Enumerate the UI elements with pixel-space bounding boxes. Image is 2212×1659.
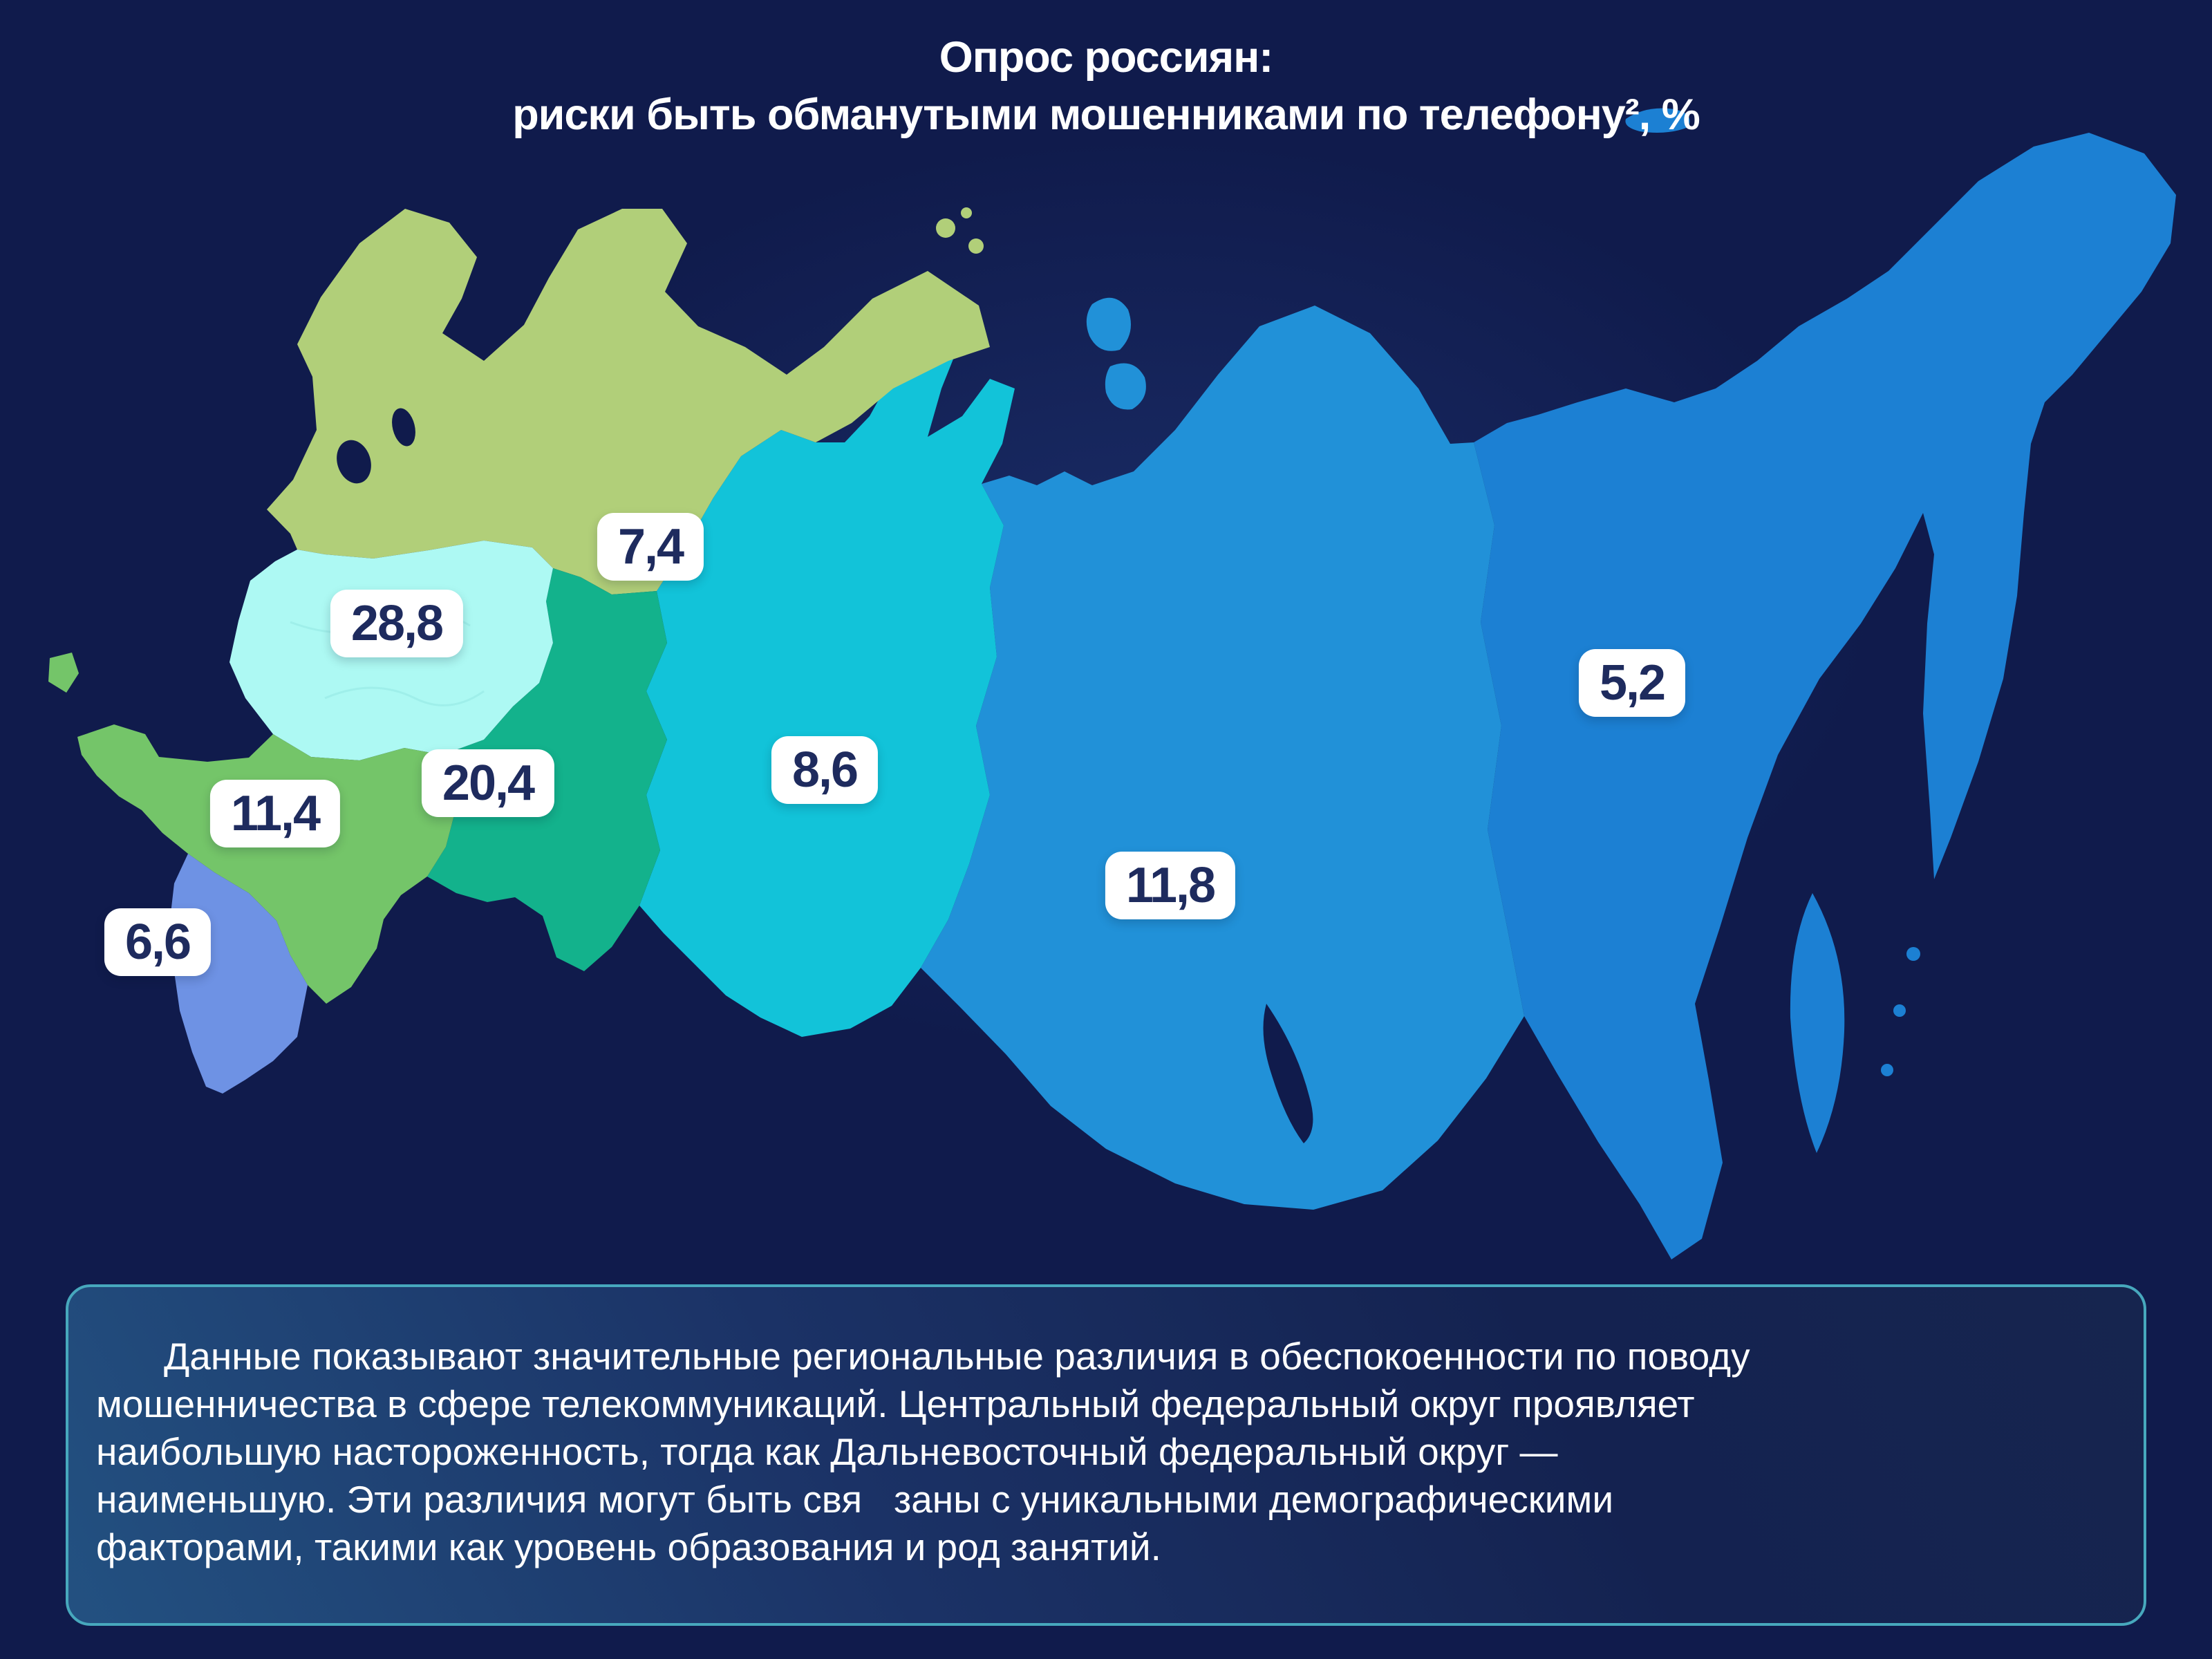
- region-northwestern: [267, 209, 990, 594]
- value-label-siberian: 11,8: [1105, 852, 1236, 919]
- value-label-north-caucasian: 6,6: [104, 908, 212, 976]
- value-label-southern: 11,4: [209, 780, 341, 847]
- summary-line-5: факторами, такими как уровень образовани…: [96, 1526, 1161, 1568]
- value-label-volga: 20,4: [421, 749, 555, 817]
- island-severnaya-zemlya-1: [1086, 297, 1131, 351]
- page-title-line-1: Опрос россиян:: [939, 33, 1273, 82]
- island-kurils-3: [1881, 1064, 1893, 1076]
- island-severnaya-zemlya-2: [1105, 363, 1146, 410]
- page-title-line-2: риски быть обманутыми мошенниками по тел…: [512, 91, 1700, 139]
- island-wrangel: [1625, 108, 1690, 133]
- summary-line-2: мошенничества в сфере телекоммуникаций. …: [96, 1382, 1695, 1425]
- summary-line-3: наибольшую настороженность, тогда как Да…: [96, 1430, 1558, 1473]
- page-title: Опрос россиян: риски быть обманутыми мош…: [0, 29, 2212, 144]
- value-label-central: 28,8: [330, 590, 464, 657]
- region-siberian: [921, 306, 1524, 1210]
- island-franz-josef-2: [968, 238, 984, 254]
- value-label-northwestern: 7,4: [597, 513, 704, 581]
- lake-onega: [392, 408, 415, 447]
- value-label-far-eastern: 5,2: [1578, 649, 1686, 717]
- island-sakhalin: [1790, 893, 1845, 1153]
- lake-ladoga: [337, 440, 371, 484]
- region-southern: [77, 724, 458, 1004]
- summary-note-box: Данные показывают значительные региональ…: [66, 1284, 2146, 1626]
- island-kurils-1: [1906, 947, 1920, 961]
- summary-line-1: Данные показывают значительные региональ…: [164, 1335, 1750, 1378]
- lake-baikal: [1263, 1004, 1313, 1143]
- island-kurils-2: [1893, 1004, 1906, 1017]
- island-franz-josef-3: [961, 207, 972, 218]
- value-label-ural: 8,6: [771, 736, 879, 804]
- region-ural: [639, 312, 1015, 1037]
- region-far-eastern: [1474, 133, 2176, 1259]
- region-kaliningrad: [48, 653, 79, 693]
- summary-line-4: наименьшую. Эти различия могут быть свя …: [96, 1478, 1614, 1521]
- island-franz-josef-1: [936, 218, 955, 238]
